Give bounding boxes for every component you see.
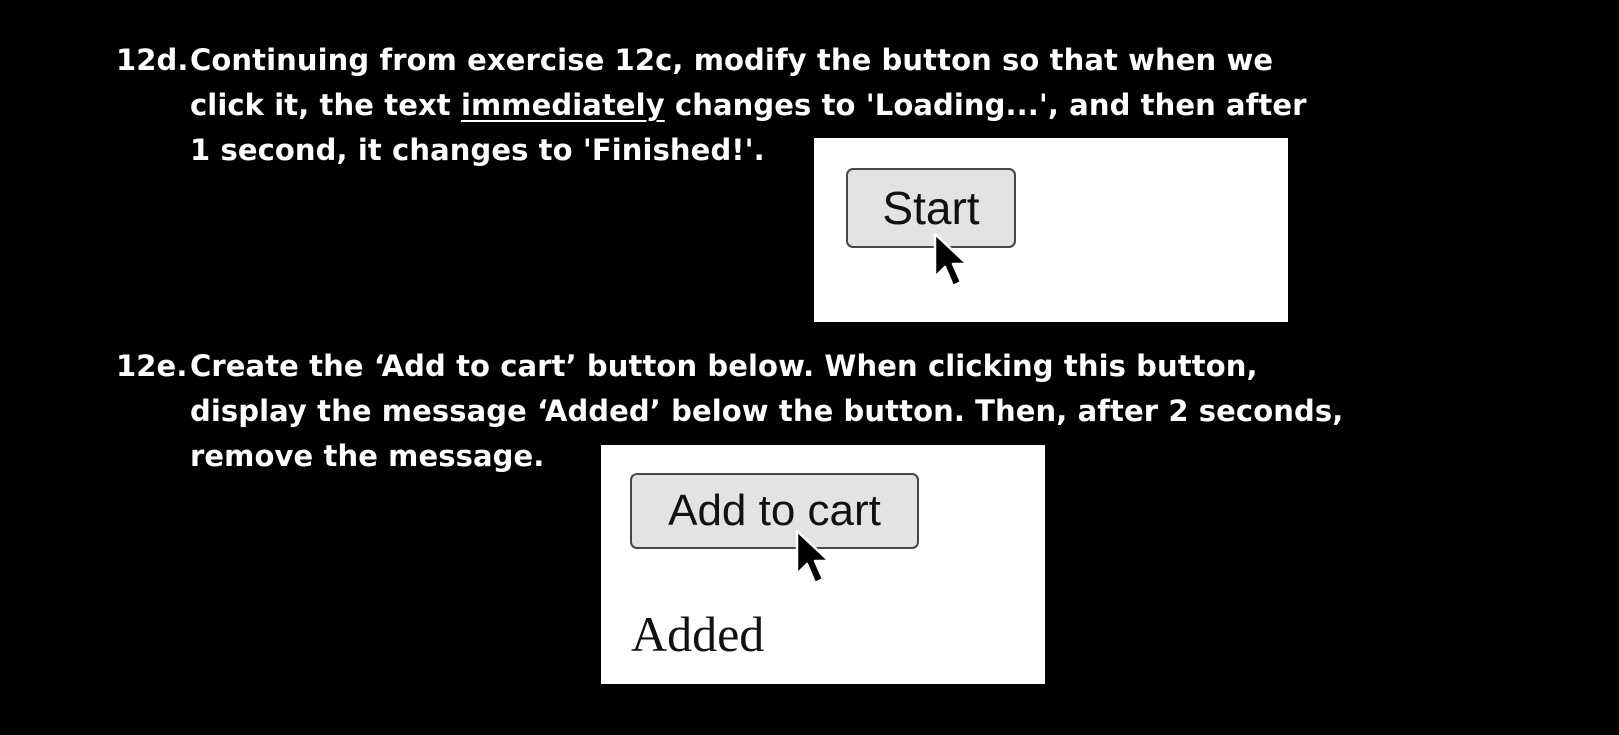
exercise-12d-text-3: 1 second, it changes to 'Finished!'. (190, 133, 765, 167)
arrow-cursor-icon (795, 529, 831, 585)
exercise-12e-text-2: display the message ‘Added’ below the bu… (190, 394, 1344, 428)
add-to-cart-button[interactable]: Add to cart (630, 473, 919, 549)
exercise-12d-text-2a: click it, the text (190, 88, 451, 122)
exercise-12e: 12e.Create the ‘Add to cart’ button belo… (116, 344, 1576, 479)
exercise-12d-line-3: 1 second, it changes to 'Finished!'. (116, 128, 1576, 173)
exercise-12d: 12d.Continuing from exercise 12c, modify… (116, 38, 1576, 173)
exercise-12e-line-2: display the message ‘Added’ below the bu… (116, 389, 1576, 434)
start-button[interactable]: Start (846, 168, 1016, 248)
added-message: Added (631, 606, 765, 662)
exercise-12e-line-1: 12e.Create the ‘Add to cart’ button belo… (116, 344, 1576, 389)
exercise-12e-line-3: remove the message. (116, 434, 1576, 479)
exercise-12e-text-1: Create the ‘Add to cart’ button below. W… (190, 349, 1258, 383)
exercise-12e-demo-panel: Add to cart Added (601, 445, 1045, 684)
arrow-cursor-icon (933, 232, 969, 288)
exercise-12d-demo-panel: Start (814, 138, 1288, 322)
exercise-12e-number: 12e. (116, 349, 188, 383)
exercise-12d-text-2b: changes to 'Loading...', and then after (674, 88, 1307, 122)
exercise-12d-line-1: 12d.Continuing from exercise 12c, modify… (116, 38, 1576, 83)
exercise-12d-text-1: Continuing from exercise 12c, modify the… (190, 43, 1274, 77)
exercise-12d-line-2: click it, the text immediately changes t… (116, 83, 1576, 128)
exercise-12d-emphasis: immediately (460, 88, 665, 122)
exercise-12d-number: 12d. (116, 43, 189, 77)
exercise-12e-text-3: remove the message. (190, 439, 545, 473)
